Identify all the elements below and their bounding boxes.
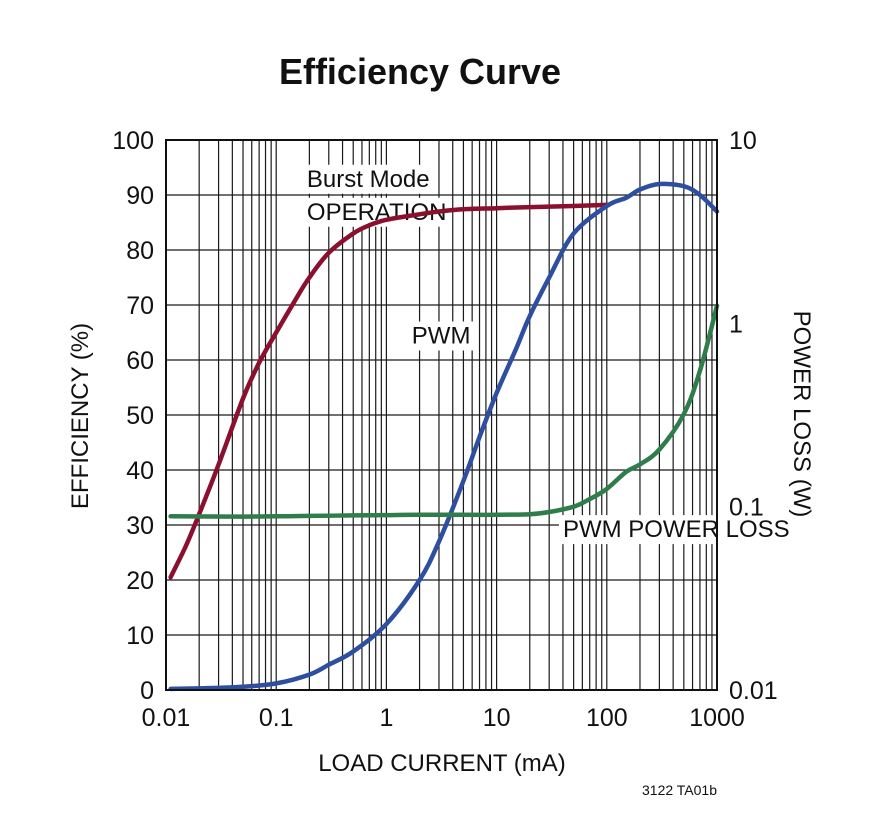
- y-tick-label: 30: [126, 512, 154, 540]
- x-tick-label: 0.1: [259, 704, 294, 732]
- y-tick-label: 10: [126, 622, 154, 650]
- plot-frame: [165, 139, 718, 691]
- annotation-background: [558, 515, 794, 545]
- annotation-label: Burst Mode: [307, 166, 430, 193]
- axes: 0.01 0.1 1 10 100 1000 0 10 20 30 40 50 60 70 80 90 100 0…: [112, 127, 777, 732]
- footnote: 3122 TA01b: [642, 782, 717, 798]
- y2-tick-label: 0.1: [729, 494, 764, 522]
- x-tick-label: 0.01: [142, 704, 191, 732]
- y2-tick-label: 1: [729, 310, 743, 338]
- y-tick-label: 100: [112, 127, 154, 155]
- y-tick-label: 20: [126, 567, 154, 595]
- series-group: [168, 181, 720, 692]
- x-tick-label: 100: [586, 704, 628, 732]
- x-tick-label: 1000: [689, 704, 745, 732]
- y-tick-label: 70: [126, 292, 154, 320]
- chart-title: Efficiency Curve: [279, 51, 561, 92]
- annotation-background: [302, 164, 434, 194]
- y-axis-label: EFFICIENCY (%): [67, 323, 94, 509]
- annotation-background: [407, 321, 475, 351]
- series-line-pwm-power-loss: [168, 303, 720, 519]
- x-axis-label: LOAD CURRENT (mA): [318, 750, 566, 777]
- y-tick-label: 0: [140, 677, 154, 705]
- y-tick-label: 40: [126, 457, 154, 485]
- y2-axis-label: POWER LOSS (W): [788, 311, 815, 518]
- y2-tick-label: 0.01: [729, 677, 778, 705]
- y-tick-label: 80: [126, 237, 154, 265]
- y-tick-label: 60: [126, 347, 154, 375]
- annotation-label: PWM: [412, 323, 471, 350]
- y-tick-label: 90: [126, 182, 154, 210]
- x-tick-label: 10: [483, 704, 511, 732]
- y2-tick-label: 10: [729, 127, 757, 155]
- annotation-label: PWM POWER LOSS: [563, 516, 790, 543]
- series-line-burst-mode-operation: [168, 202, 610, 580]
- series-line-pwm: [168, 181, 720, 692]
- x-tick-label: 1: [379, 704, 393, 732]
- y-tick-label: 50: [126, 402, 154, 430]
